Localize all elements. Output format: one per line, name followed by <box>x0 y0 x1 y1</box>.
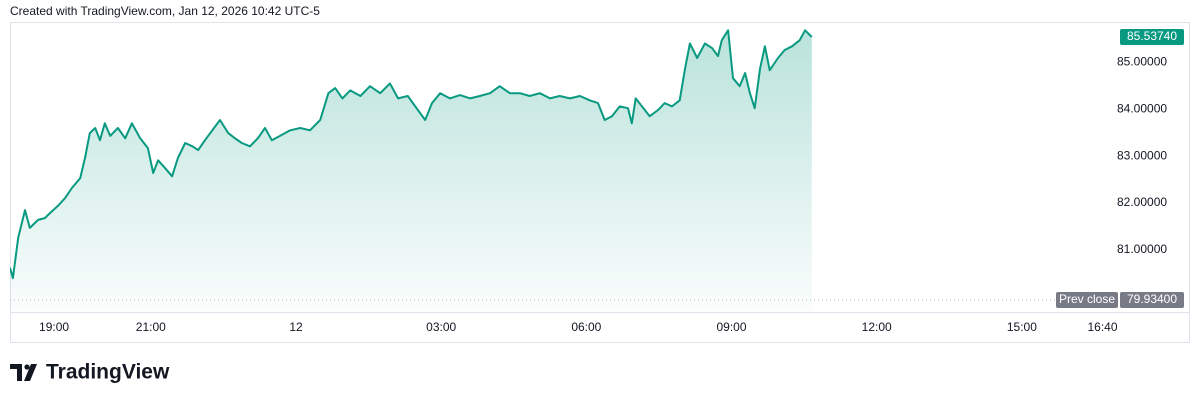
y-tick-label: 82.00000 <box>1117 195 1167 209</box>
logo-icon <box>24 364 30 370</box>
brand-name: TradingView <box>46 361 170 384</box>
prev-close-tag <box>1056 292 1118 309</box>
plot-area <box>10 29 1056 312</box>
y-tick-label: 83.00000 <box>1117 148 1167 162</box>
area-fill <box>10 30 812 312</box>
axes: 81.00000 82.00000 83.00000 84.00000 85.00000… <box>39 29 1184 334</box>
x-tick-label: 03:00 <box>426 320 456 334</box>
y-tick-label: 81.00000 <box>1117 242 1167 256</box>
chart-frame <box>10 22 1190 343</box>
prev-close-name: Prev close <box>1059 292 1115 306</box>
price-line <box>10 29 813 280</box>
x-tick-label: 12 <box>289 320 303 334</box>
x-tick-label: 12:00 <box>862 320 892 334</box>
logo-icon <box>24 364 37 381</box>
prev-close-value-tag <box>1120 292 1184 309</box>
last-price-label: 85.53740 <box>1127 29 1177 43</box>
x-tick-label: 06:00 <box>571 320 601 334</box>
x-tick-label: 09:00 <box>716 320 746 334</box>
y-tick-label: 84.00000 <box>1117 101 1167 115</box>
logo-icon <box>10 364 22 381</box>
x-tick-label: 21:00 <box>136 320 166 334</box>
brand-logo: TradingView <box>10 361 170 384</box>
x-tick-label: 16:40 <box>1088 320 1118 334</box>
prev-close-value: 79.93400 <box>1127 292 1177 306</box>
x-tick-label: 19:00 <box>39 320 69 334</box>
last-price-tag <box>1120 29 1184 46</box>
x-tick-label: 15:00 <box>1007 320 1037 334</box>
header: Created with TradingView.com, Jan 12, 20… <box>10 4 320 18</box>
y-tick-label: 85.00000 <box>1117 54 1167 68</box>
